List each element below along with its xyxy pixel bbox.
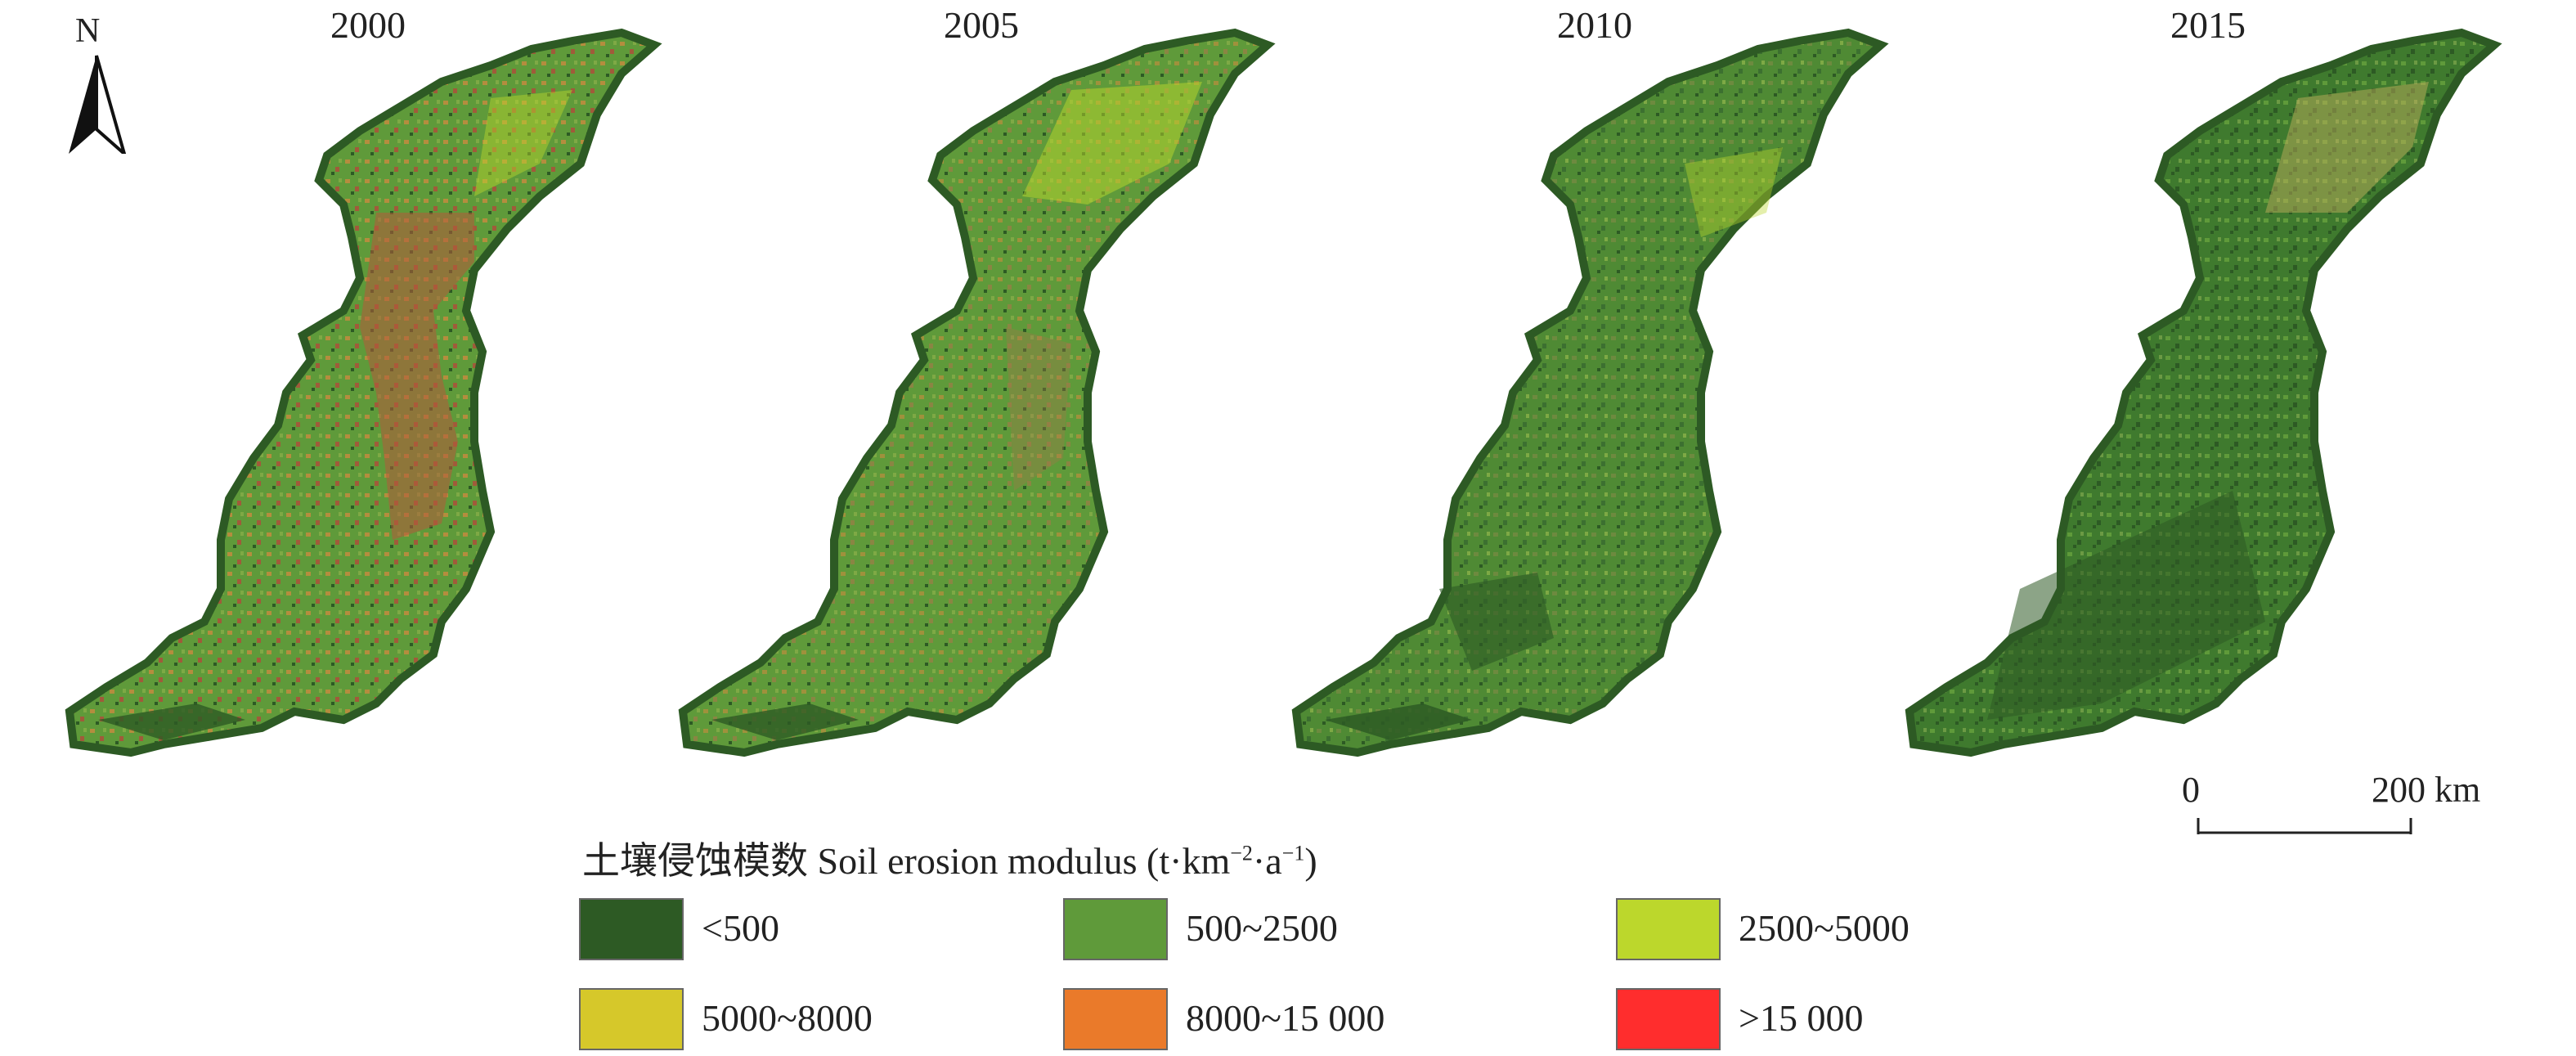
- region-map-2000: [65, 28, 662, 757]
- map-panel-2015: 2015: [1889, 0, 2511, 777]
- legend-label: 500~2500: [1186, 907, 1338, 949]
- year-label-2000: 2000: [330, 4, 406, 46]
- legend-title-unit: (t·km−2·a−1): [1147, 840, 1317, 882]
- map-panel-2005: 2005: [662, 0, 1284, 777]
- legend-label: <500: [702, 907, 779, 949]
- map-panel-2010: 2010: [1276, 0, 1897, 777]
- map-panel-2000: 2000: [49, 0, 671, 777]
- legend-label: 5000~8000: [702, 997, 873, 1039]
- study-area-2010: [1291, 28, 1889, 757]
- north-arrow-icon: [69, 55, 127, 154]
- legend-title: 土壤侵蚀模数 Soil erosion modulus (t·km−2·a−1): [582, 831, 1317, 885]
- legend-swatch: [1063, 898, 1168, 960]
- legend-swatch: [1616, 988, 1721, 1050]
- scale-bar-line: [2197, 818, 2412, 834]
- legend-label: 2500~5000: [1739, 907, 1910, 949]
- region-map-2005: [678, 28, 1276, 757]
- study-area-2000: [65, 28, 662, 757]
- legend-title-cn: 土壤侵蚀模数: [582, 840, 808, 882]
- legend-label: >15 000: [1739, 997, 1864, 1039]
- region-map-2010: [1291, 28, 1889, 757]
- legend-swatch: [579, 988, 684, 1050]
- north-label: N: [75, 12, 101, 50]
- legend-swatch: [1063, 988, 1168, 1050]
- legend-swatch: [579, 898, 684, 960]
- year-label-2015: 2015: [2170, 4, 2246, 46]
- scale-bar: 0 200 km: [2182, 769, 2525, 834]
- study-area-2005: [678, 28, 1276, 757]
- legend-title-en: Soil erosion modulus: [817, 840, 1138, 882]
- legend-label: 8000~15 000: [1186, 997, 1385, 1039]
- scale-end-label: 200 km: [2372, 770, 2481, 810]
- scale-start-label: 0: [2182, 770, 2200, 810]
- year-label-2005: 2005: [944, 4, 1019, 46]
- study-area-2015: [1905, 28, 2502, 757]
- year-label-2010: 2010: [1557, 4, 1632, 46]
- region-map-2015: [1905, 28, 2502, 757]
- legend-swatch: [1616, 898, 1721, 960]
